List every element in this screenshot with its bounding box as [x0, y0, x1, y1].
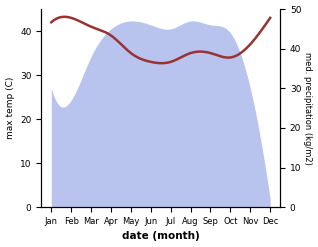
X-axis label: date (month): date (month) — [122, 231, 200, 242]
Y-axis label: med. precipitation (kg/m2): med. precipitation (kg/m2) — [303, 52, 313, 165]
Y-axis label: max temp (C): max temp (C) — [5, 77, 15, 139]
